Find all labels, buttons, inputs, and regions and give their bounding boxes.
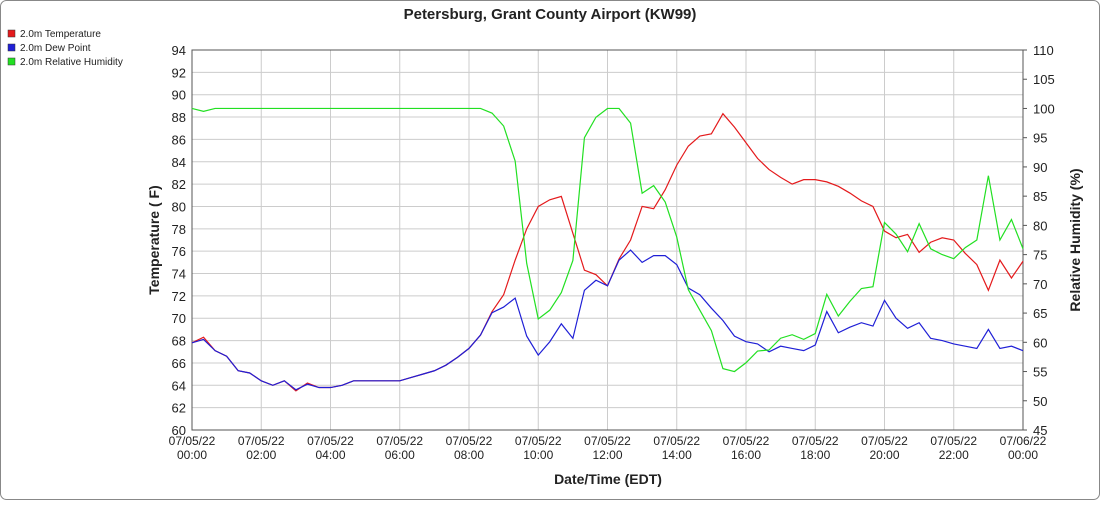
y-tick-label: 66	[172, 356, 186, 371]
chart-title: Petersburg, Grant County Airport (KW99)	[404, 6, 697, 23]
y-tick-label: 84	[172, 155, 186, 170]
x-tick-label: 07/05/22 20:00	[861, 434, 908, 462]
y2-tick-label: 90	[1033, 160, 1047, 175]
y-tick-label: 60	[172, 423, 186, 438]
y-tick-label: 90	[172, 88, 186, 103]
y2-tick-label: 60	[1033, 335, 1047, 350]
plot-border	[191, 49, 1024, 431]
series-line	[191, 107, 1024, 373]
legend-swatch	[7, 57, 16, 66]
legend-swatch	[7, 43, 16, 52]
y2-tick-label: 70	[1033, 277, 1047, 292]
y2-tick-label: 95	[1033, 131, 1047, 146]
y-tick-label: 68	[172, 334, 186, 349]
y-tick-label: 86	[172, 132, 186, 147]
y-tick-label: 72	[172, 289, 186, 304]
x-tick-label: 07/05/22 14:00	[653, 434, 700, 462]
y-tick-label: 70	[172, 311, 186, 326]
x-tick-label: 07/05/22 12:00	[584, 434, 631, 462]
y-tick-label: 94	[172, 43, 186, 58]
y2-tick-label: 105	[1033, 72, 1055, 87]
legend-label: 2.0m Relative Humidity	[20, 57, 123, 68]
x-tick-label: 07/05/22 08:00	[446, 434, 493, 462]
y2-tick-label: 55	[1033, 365, 1047, 380]
legend-label: 2.0m Dew Point	[20, 43, 91, 54]
y2-tick-label: 75	[1033, 248, 1047, 263]
x-tick-label: 07/05/22 00:00	[169, 434, 216, 462]
x-tick-label: 07/05/22 02:00	[238, 434, 285, 462]
x-tick-label: 07/06/22 00:00	[1000, 434, 1047, 462]
y2-tick-label: 85	[1033, 189, 1047, 204]
y2-axis-label: Relative Humidity (%)	[1067, 168, 1083, 311]
y2-tick-label: 65	[1033, 306, 1047, 321]
legend-label: 2.0m Temperature	[20, 29, 101, 40]
x-tick-label: 07/05/22 04:00	[307, 434, 354, 462]
y2-tick-label: 100	[1033, 101, 1055, 116]
y-tick-label: 92	[172, 65, 186, 80]
y-tick-label: 74	[172, 267, 186, 282]
x-tick-label: 07/05/22 06:00	[376, 434, 423, 462]
y-axis-label: Temperature ( F)	[146, 185, 162, 294]
y-tick-label: 88	[172, 110, 186, 125]
y-tick-label: 64	[172, 378, 186, 393]
y-tick-label: 76	[172, 244, 186, 259]
y-tick-label: 80	[172, 199, 186, 214]
y2-tick-label: 45	[1033, 423, 1047, 438]
x-tick-label: 07/05/22 22:00	[930, 434, 977, 462]
x-tick-label: 07/05/22 10:00	[515, 434, 562, 462]
legend-swatch	[7, 29, 16, 38]
y2-tick-label: 50	[1033, 394, 1047, 409]
x-tick-label: 07/05/22 18:00	[792, 434, 839, 462]
y2-tick-label: 110	[1033, 43, 1054, 58]
series-line	[191, 249, 1024, 391]
y-tick-label: 82	[172, 177, 186, 192]
y2-tick-label: 80	[1033, 218, 1047, 233]
y-tick-label: 78	[172, 222, 186, 237]
y-tick-label: 62	[172, 401, 186, 416]
x-axis-label: Date/Time (EDT)	[554, 471, 662, 487]
x-tick-label: 07/05/22 16:00	[723, 434, 770, 462]
